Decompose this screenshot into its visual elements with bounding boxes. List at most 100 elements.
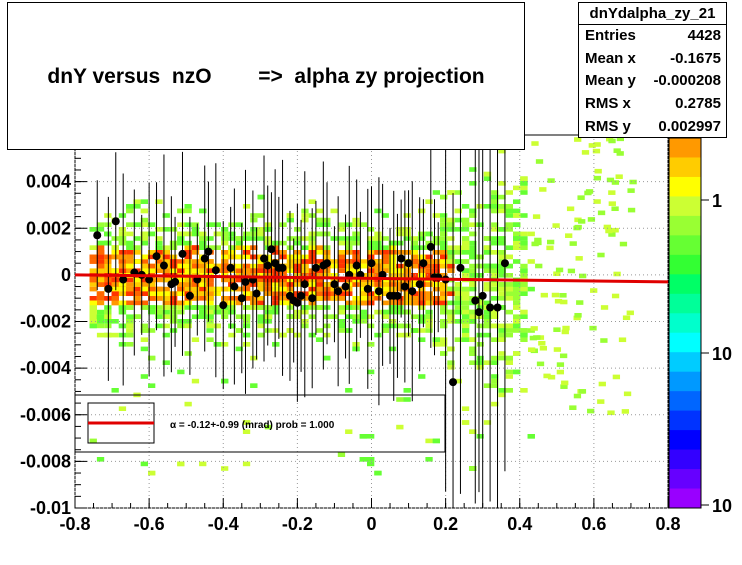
histogram-cell	[184, 351, 192, 356]
histogram-cell	[213, 245, 221, 250]
histogram-cell	[491, 194, 499, 200]
histogram-cell	[629, 179, 637, 185]
histogram-cell	[228, 332, 236, 338]
histogram-cell	[272, 291, 280, 296]
histogram-cell	[177, 309, 185, 315]
profile-point	[352, 261, 361, 270]
histogram-cell	[184, 222, 192, 227]
histogram-cell	[381, 328, 389, 333]
histogram-cell	[374, 245, 382, 250]
histogram-cell	[140, 240, 148, 246]
histogram-cell	[104, 282, 112, 287]
histogram-cell	[148, 355, 156, 361]
histogram-cell	[257, 236, 265, 241]
histogram-cell	[118, 263, 127, 269]
histogram-cell	[367, 291, 375, 296]
histogram-cell	[162, 213, 170, 218]
histogram-cell	[155, 245, 163, 250]
histogram-cell	[89, 296, 97, 301]
histogram-cell	[623, 391, 632, 397]
histogram-cell	[447, 268, 455, 273]
histogram-cell	[461, 236, 470, 241]
histogram-cell	[432, 296, 440, 301]
color-bar-label: 10	[712, 344, 732, 364]
histogram-cell	[573, 315, 581, 321]
histogram-cell	[440, 296, 448, 301]
histogram-cell	[250, 273, 258, 278]
histogram-cell	[184, 263, 192, 269]
histogram-cell	[505, 296, 513, 301]
color-bar-segment	[669, 196, 701, 217]
histogram-cell	[118, 240, 127, 246]
histogram-cell	[388, 300, 397, 306]
histogram-cell	[367, 273, 375, 278]
histogram-cell	[199, 240, 207, 246]
y-tick-label: 0.002	[26, 218, 71, 238]
histogram-cell	[264, 277, 273, 283]
histogram-cell	[374, 240, 382, 246]
histogram-cell	[520, 268, 528, 273]
histogram-cell	[461, 227, 470, 232]
histogram-cell	[126, 222, 134, 227]
histogram-cell	[454, 217, 462, 223]
histogram-cell	[140, 305, 148, 310]
histogram-cell	[440, 309, 448, 315]
histogram-cell	[447, 346, 455, 352]
histogram-cell	[440, 217, 448, 223]
histogram-cell	[403, 309, 411, 315]
profile-point	[300, 280, 309, 289]
histogram-cell	[184, 250, 192, 255]
histogram-cell	[381, 254, 389, 260]
histogram-cell	[169, 305, 178, 310]
histogram-cell	[491, 296, 499, 301]
histogram-cell	[491, 282, 499, 287]
profile-point	[486, 303, 495, 312]
color-bar-segment	[669, 157, 701, 178]
histogram-cell	[440, 300, 448, 306]
histogram-cell	[476, 273, 484, 278]
histogram-cell	[611, 227, 619, 233]
histogram-cell	[447, 319, 455, 324]
histogram-cell	[454, 190, 462, 195]
histogram-cell	[250, 231, 258, 237]
histogram-cell	[133, 300, 141, 306]
histogram-cell	[352, 217, 360, 223]
histogram-cell	[96, 277, 105, 283]
histogram-cell	[126, 314, 134, 319]
histogram-cell	[257, 286, 265, 292]
histogram-cell	[374, 231, 382, 237]
histogram-cell	[169, 319, 178, 324]
histogram-cell	[410, 314, 419, 319]
histogram-cell	[206, 314, 214, 319]
histogram-cell	[177, 277, 185, 283]
histogram-cell	[345, 277, 353, 283]
histogram-cell	[345, 240, 353, 246]
histogram-cell	[264, 309, 273, 315]
histogram-cell	[126, 342, 134, 347]
histogram-cell	[140, 461, 148, 467]
histogram-cell	[527, 347, 536, 353]
histogram-cell	[476, 365, 484, 370]
histogram-cell	[607, 410, 615, 416]
histogram-cell	[513, 208, 521, 214]
histogram-cell	[367, 323, 375, 329]
histogram-cell	[432, 236, 440, 241]
histogram-cell	[432, 263, 440, 269]
histogram-cell	[513, 286, 521, 292]
x-tick-label: -0.8	[59, 514, 90, 534]
histogram-cell	[513, 245, 521, 250]
histogram-cell	[133, 199, 141, 204]
histogram-cell	[272, 240, 280, 246]
histogram-cell	[461, 268, 470, 273]
histogram-cell	[559, 353, 568, 359]
histogram-cell	[206, 296, 214, 301]
histogram-cell	[461, 296, 470, 301]
histogram-cell	[184, 245, 192, 250]
histogram-cell	[505, 328, 513, 333]
histogram-cell	[235, 268, 243, 273]
histogram-cell	[505, 254, 513, 260]
histogram-cell	[513, 305, 521, 310]
histogram-cell	[483, 332, 492, 338]
histogram-cell	[242, 286, 251, 292]
histogram-cell	[425, 300, 433, 306]
